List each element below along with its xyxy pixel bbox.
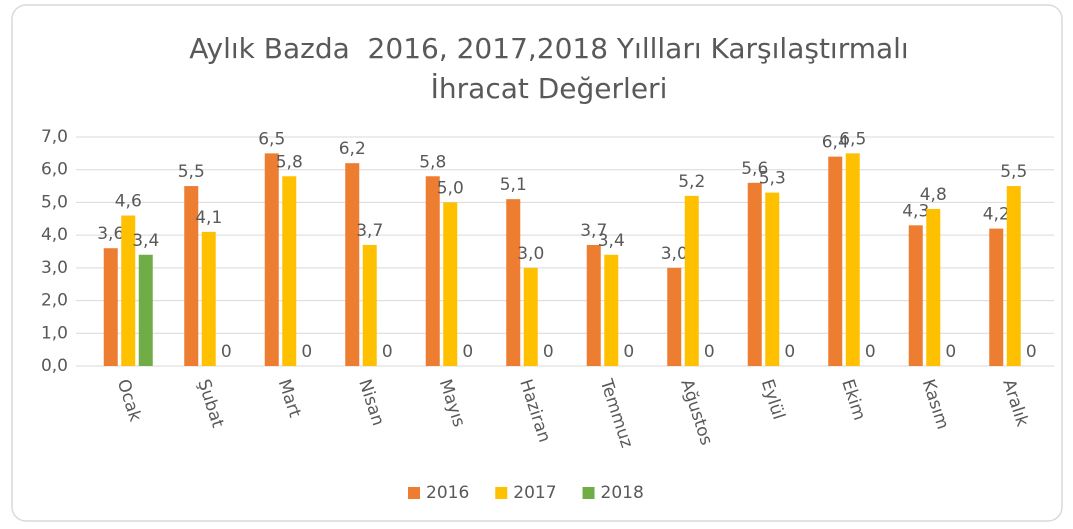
bar <box>103 248 118 366</box>
bar <box>523 267 538 366</box>
bar <box>845 153 860 366</box>
y-tick-label: 6,0 <box>41 160 68 180</box>
data-label: 5,3 <box>759 169 786 189</box>
bar <box>362 244 377 366</box>
bar <box>184 186 199 366</box>
y-tick-label: 7,0 <box>41 127 68 147</box>
data-label: 0 <box>221 342 232 362</box>
bar <box>908 225 923 366</box>
data-label: 0 <box>865 342 876 362</box>
data-label: 0 <box>945 342 956 362</box>
data-label: 4,8 <box>920 185 947 205</box>
data-label: 5,8 <box>419 152 446 172</box>
bar <box>828 156 843 366</box>
chart-border <box>11 4 1063 522</box>
data-label: 4,1 <box>195 208 222 228</box>
data-label: 6,5 <box>258 129 285 149</box>
chart-title: İhracat Değerleri <box>431 72 668 105</box>
data-label: 5,1 <box>500 175 527 195</box>
y-tick-label: 2,0 <box>41 291 68 311</box>
bar <box>989 228 1004 366</box>
data-label: 5,5 <box>178 162 205 182</box>
data-label: 4,6 <box>115 192 142 212</box>
y-tick-label: 5,0 <box>41 192 68 212</box>
bar <box>506 199 521 366</box>
data-label: 5,6 <box>741 159 768 179</box>
bar <box>1006 186 1021 366</box>
data-label: 3,6 <box>97 224 124 244</box>
bar <box>201 231 216 366</box>
data-label: 5,5 <box>1000 162 1027 182</box>
data-label: 3,7 <box>356 221 383 241</box>
data-label: 3,4 <box>132 231 159 251</box>
y-tick-label: 1,0 <box>41 323 68 343</box>
chart-title: Aylık Bazda 2016, 2017,2018 Yıllları Kar… <box>189 32 908 65</box>
bar <box>138 254 153 366</box>
legend-label: 2018 <box>601 483 644 503</box>
bar <box>667 267 682 366</box>
y-tick-label: 4,0 <box>41 225 68 245</box>
data-label: 5,8 <box>276 152 303 172</box>
data-label: 0 <box>704 342 715 362</box>
data-label: 3,7 <box>580 221 607 241</box>
y-tick-label: 0,0 <box>41 356 68 376</box>
bar <box>425 176 440 366</box>
bar <box>121 215 136 366</box>
bar <box>264 153 279 366</box>
bar <box>604 254 619 366</box>
bar <box>747 182 762 366</box>
data-label: 0 <box>1026 342 1037 362</box>
data-label: 3,4 <box>598 231 625 251</box>
data-label: 6,5 <box>839 129 866 149</box>
data-label: 4,3 <box>902 201 929 221</box>
data-label: 0 <box>462 342 473 362</box>
data-label: 0 <box>784 342 795 362</box>
legend-swatch <box>495 487 508 499</box>
bar <box>345 163 360 366</box>
data-label: 0 <box>543 342 554 362</box>
data-label: 5,2 <box>678 172 705 192</box>
bar <box>586 244 601 366</box>
data-label: 0 <box>623 342 634 362</box>
data-label: 5,0 <box>437 178 464 198</box>
bar <box>926 208 941 366</box>
bar <box>765 192 780 366</box>
bar <box>684 195 699 366</box>
data-label: 3,0 <box>517 244 544 264</box>
y-tick-label: 3,0 <box>41 258 68 278</box>
data-label: 0 <box>301 342 312 362</box>
data-label: 6,4 <box>822 133 849 153</box>
data-label: 6,2 <box>339 139 366 159</box>
data-label: 4,2 <box>983 205 1010 225</box>
legend-swatch <box>582 487 595 499</box>
legend-label: 2016 <box>426 483 469 503</box>
data-label: 0 <box>382 342 393 362</box>
legend-swatch <box>408 487 420 499</box>
bar <box>282 176 297 366</box>
bar <box>443 202 458 366</box>
data-label: 3,0 <box>661 244 688 264</box>
legend-label: 2017 <box>513 483 556 503</box>
